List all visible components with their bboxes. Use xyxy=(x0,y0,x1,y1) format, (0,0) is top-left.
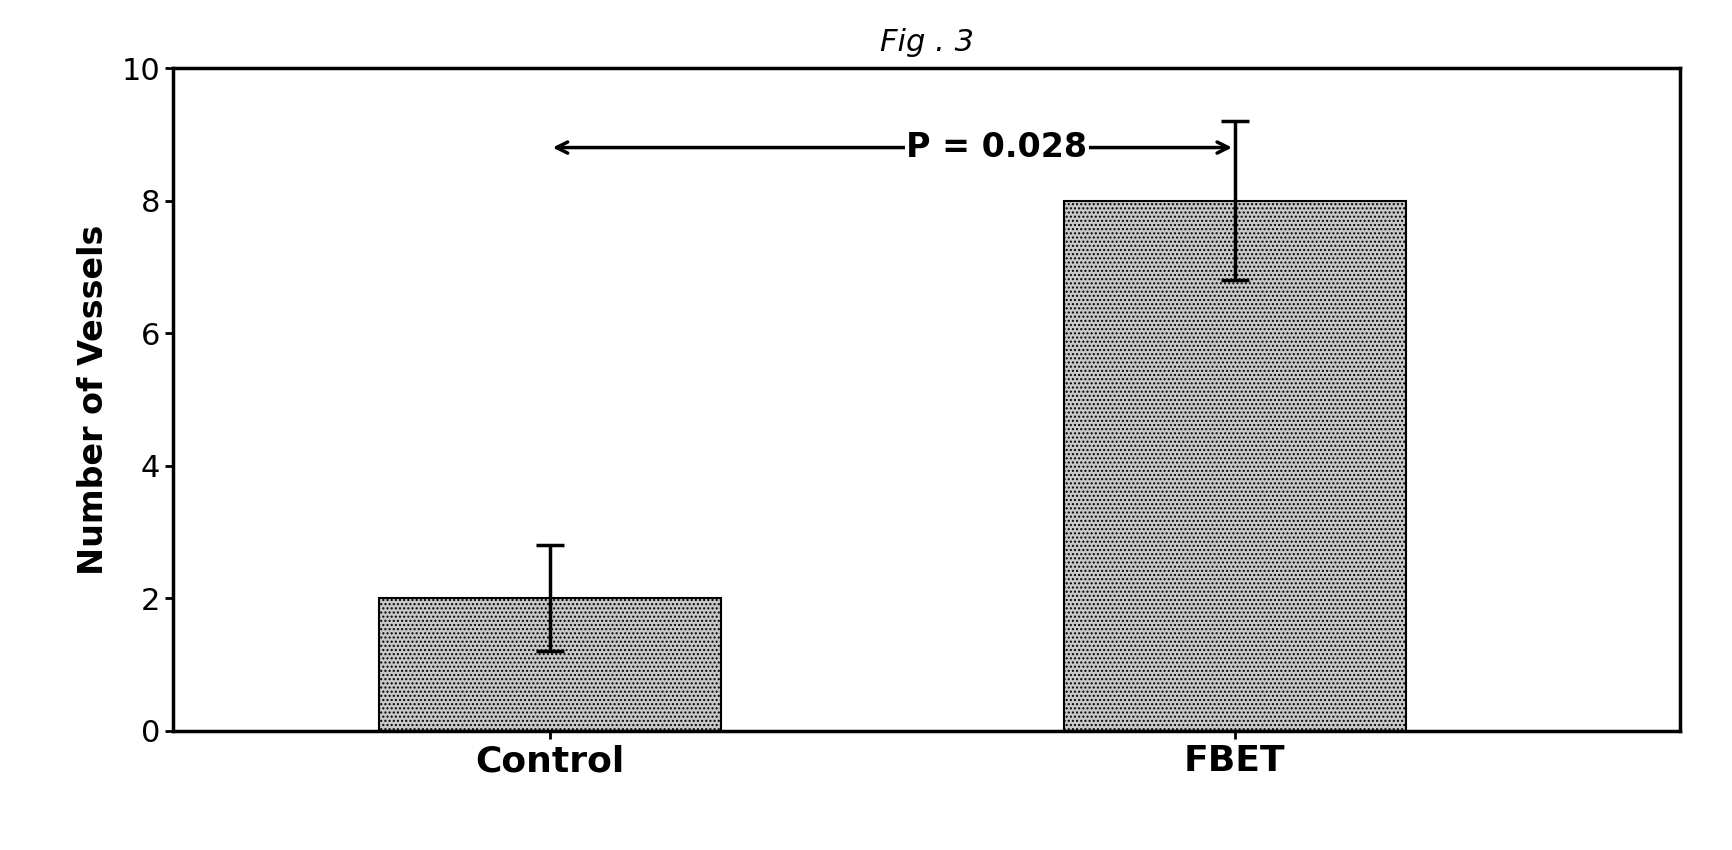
Text: P = 0.028: P = 0.028 xyxy=(906,131,1088,164)
Title: Fig . 3: Fig . 3 xyxy=(880,28,973,57)
Y-axis label: Number of Vessels: Number of Vessels xyxy=(78,224,111,575)
Bar xyxy=(379,598,721,731)
Bar xyxy=(1063,201,1406,731)
